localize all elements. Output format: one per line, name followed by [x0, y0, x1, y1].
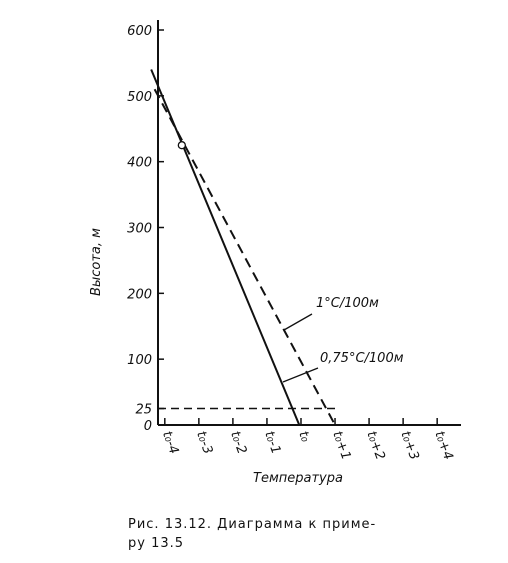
- y-tick-label: 400: [127, 156, 152, 171]
- x-tick-label: t₀+4: [431, 429, 455, 462]
- y-tick-label: 500: [127, 90, 152, 105]
- x-tick-label: t₀-2: [227, 429, 249, 456]
- x-tick-label: t₀-3: [193, 429, 215, 456]
- line-series: [153, 88, 336, 426]
- x-tick-label: t₀+1: [329, 429, 353, 462]
- y-tick-label: 300: [127, 222, 152, 237]
- leader-line: [283, 313, 313, 331]
- y-tick-label: 25: [135, 403, 152, 418]
- y-axis-label: Высота, м: [89, 228, 104, 296]
- x-tick-label: t₀+3: [397, 429, 421, 462]
- y-tick-label: 200: [127, 287, 152, 302]
- x-axis-label: Температура: [253, 471, 343, 486]
- line-series: [150, 69, 301, 426]
- x-tick-label: t₀-1: [261, 429, 283, 456]
- caption-line: Рис. 13.12. Диаграмма к приме-: [128, 517, 376, 532]
- caption-line: ру 13.5: [128, 536, 184, 551]
- marker: [177, 141, 186, 150]
- series-label: 1°C/100м: [316, 296, 379, 311]
- leader-line: [282, 367, 319, 383]
- x-tick-label: t₀: [295, 429, 313, 445]
- y-tick-label: 100: [127, 353, 152, 368]
- series-label: 0,75°C/100м: [320, 351, 404, 366]
- y-tick-label: 0: [144, 419, 152, 434]
- x-tick-label: t₀-4: [159, 429, 181, 456]
- y-tick-label: 600: [127, 24, 152, 39]
- x-tick-label: t₀+2: [363, 429, 387, 462]
